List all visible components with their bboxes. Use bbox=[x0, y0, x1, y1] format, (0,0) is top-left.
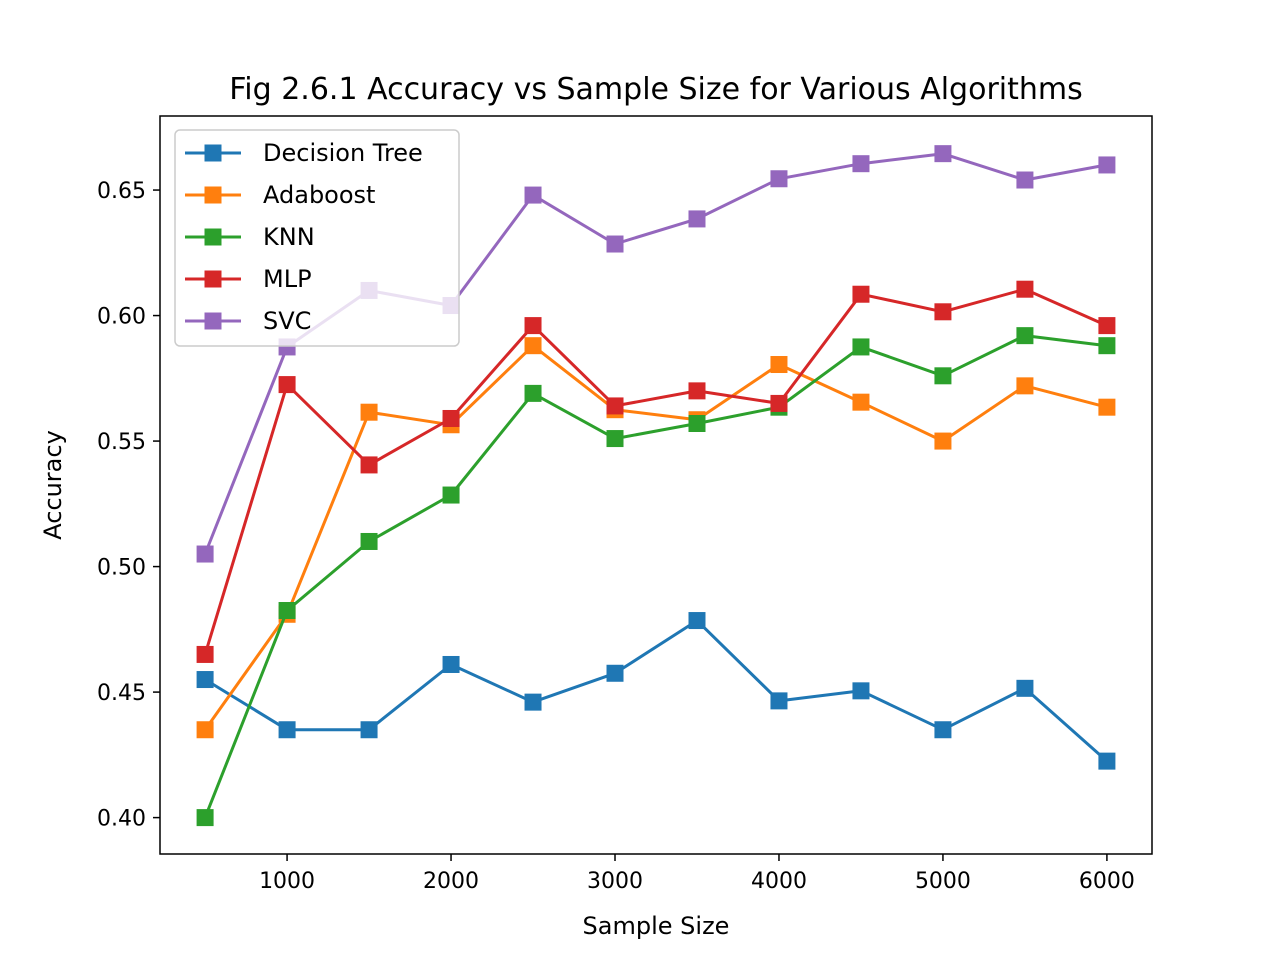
legend-item-adaboost: Adaboost bbox=[185, 181, 375, 209]
data-point bbox=[770, 170, 788, 188]
legend-item-knn: KNN bbox=[185, 223, 315, 251]
series-knn bbox=[196, 327, 1116, 827]
data-point bbox=[1016, 327, 1034, 345]
data-point bbox=[688, 210, 706, 228]
x-axis-ticks: 1000 2000 3000 4000 5000 6000 bbox=[259, 854, 1135, 894]
data-point bbox=[1016, 377, 1034, 395]
data-point bbox=[1098, 337, 1116, 355]
legend-item-mlp: MLP bbox=[185, 265, 312, 293]
legend-box bbox=[174, 129, 460, 347]
data-point bbox=[360, 532, 378, 550]
series-line bbox=[204, 619, 1108, 763]
data-point bbox=[688, 415, 706, 432]
data-point bbox=[196, 545, 214, 563]
data-point bbox=[1098, 752, 1116, 770]
x-axis-label: Sample Size bbox=[583, 912, 730, 940]
y-tick-label: 0.40 bbox=[97, 807, 146, 832]
data-point bbox=[360, 403, 378, 421]
data-point bbox=[852, 285, 870, 303]
y-tick-label: 0.60 bbox=[97, 305, 146, 330]
x-tick-label: 3000 bbox=[587, 869, 643, 894]
data-point bbox=[196, 671, 214, 689]
data-point bbox=[852, 338, 870, 356]
data-point bbox=[1098, 317, 1116, 335]
data-point bbox=[278, 721, 296, 739]
legend-label: SVC bbox=[263, 307, 311, 335]
legend-label: Decision Tree bbox=[263, 139, 423, 167]
data-point bbox=[524, 337, 542, 355]
data-point bbox=[196, 721, 214, 739]
data-point bbox=[442, 409, 460, 427]
data-point bbox=[688, 612, 706, 630]
data-point bbox=[852, 393, 870, 411]
data-point bbox=[934, 721, 952, 739]
data-point bbox=[770, 394, 788, 412]
data-point bbox=[852, 682, 870, 700]
y-tick-label: 0.65 bbox=[97, 179, 146, 204]
x-tick-label: 2000 bbox=[423, 869, 479, 894]
data-point bbox=[934, 145, 952, 163]
data-point bbox=[442, 655, 460, 673]
data-point bbox=[1098, 156, 1116, 174]
y-axis-label: Accuracy bbox=[39, 430, 67, 540]
data-point bbox=[606, 430, 624, 448]
legend-marker bbox=[204, 228, 222, 246]
legend-item-decision-tree: Decision Tree bbox=[185, 139, 423, 167]
legend-marker bbox=[204, 144, 222, 162]
data-point bbox=[524, 384, 542, 402]
series-line bbox=[203, 287, 1108, 655]
plot-frame bbox=[159, 115, 1153, 855]
data-point bbox=[852, 155, 870, 173]
series-line bbox=[203, 344, 1108, 731]
chart-title: Fig 2.6.1 Accuracy vs Sample Size for Va… bbox=[229, 72, 1083, 107]
series-mlp bbox=[196, 280, 1116, 663]
data-point bbox=[606, 664, 624, 682]
data-point bbox=[196, 645, 214, 663]
data-point bbox=[934, 432, 952, 450]
data-point bbox=[1016, 280, 1034, 298]
data-point bbox=[770, 692, 788, 710]
data-point bbox=[278, 376, 296, 394]
data-point bbox=[524, 693, 542, 711]
data-point bbox=[934, 367, 952, 385]
data-point bbox=[196, 809, 214, 827]
data-point bbox=[770, 356, 788, 374]
y-tick-label: 0.45 bbox=[97, 681, 146, 706]
data-point bbox=[1016, 171, 1034, 189]
y-axis-ticks: 0.40 0.45 0.50 0.55 0.60 0.65 bbox=[97, 179, 160, 832]
y-tick-label: 0.50 bbox=[97, 556, 146, 581]
data-point bbox=[934, 303, 952, 321]
data-point bbox=[278, 602, 296, 620]
legend-marker bbox=[204, 186, 222, 204]
series-decision-tree bbox=[196, 612, 1116, 770]
x-tick-label: 5000 bbox=[915, 869, 971, 894]
x-tick-label: 1000 bbox=[259, 869, 315, 894]
legend: Decision Tree Adaboost KNN MLP SVC bbox=[174, 129, 460, 347]
x-tick-label: 6000 bbox=[1079, 869, 1135, 894]
data-point bbox=[360, 721, 378, 739]
data-point bbox=[1016, 679, 1034, 697]
x-tick-label: 4000 bbox=[751, 869, 807, 894]
y-tick-label: 0.55 bbox=[97, 430, 146, 455]
data-point bbox=[688, 382, 706, 400]
legend-label: KNN bbox=[263, 223, 315, 251]
data-point bbox=[360, 456, 378, 474]
data-point bbox=[442, 486, 460, 504]
data-point bbox=[606, 235, 624, 253]
legend-label: MLP bbox=[263, 265, 312, 293]
legend-item-svc: SVC bbox=[185, 307, 311, 335]
legend-marker bbox=[204, 270, 222, 288]
series-line bbox=[203, 334, 1108, 819]
data-point bbox=[1098, 398, 1116, 416]
data-point bbox=[524, 317, 542, 335]
data-point bbox=[524, 186, 542, 204]
legend-label: Adaboost bbox=[263, 181, 375, 209]
data-point bbox=[606, 397, 624, 415]
legend-marker bbox=[204, 312, 222, 330]
